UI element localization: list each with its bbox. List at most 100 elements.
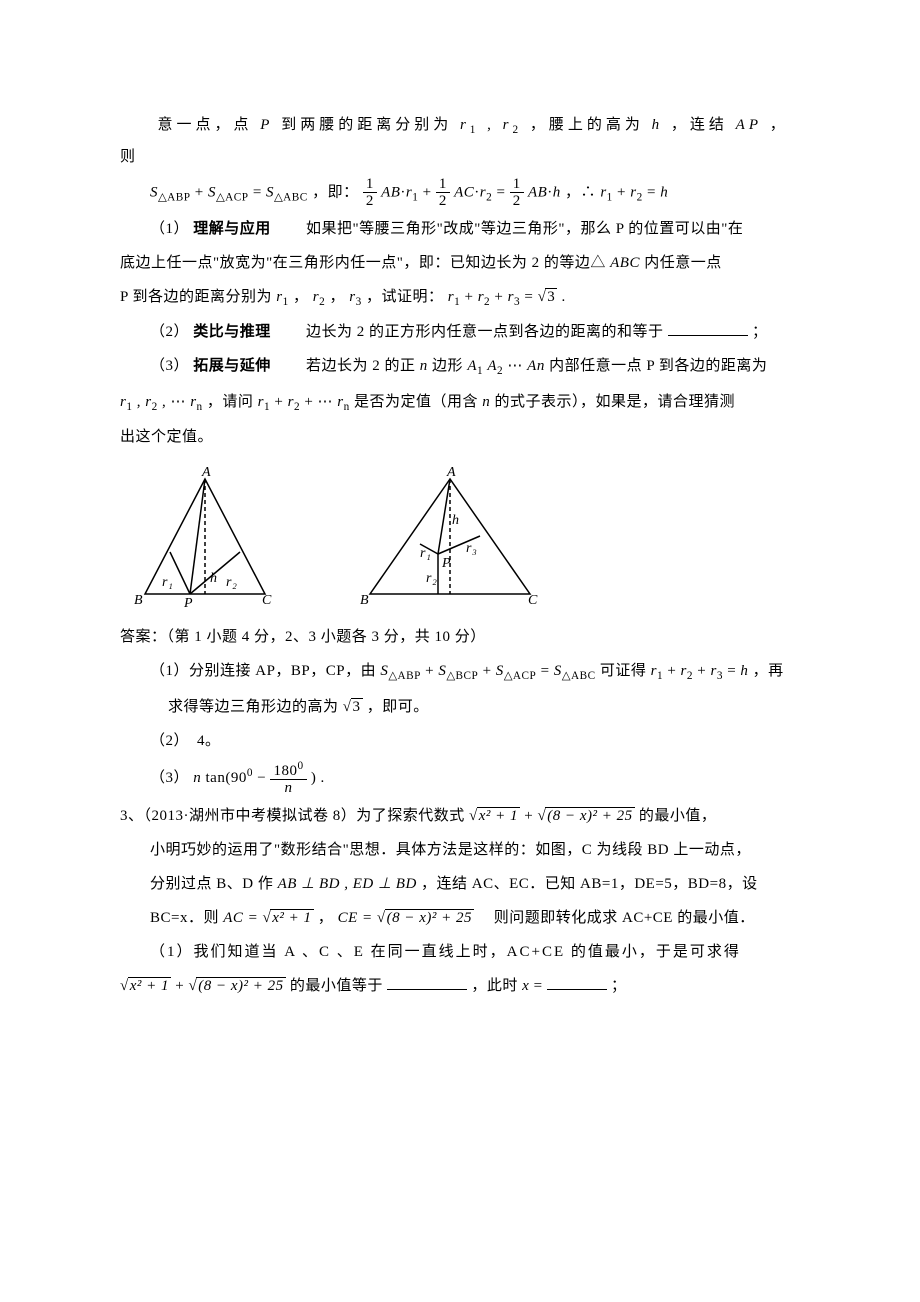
n: n <box>482 394 490 410</box>
eq: = <box>541 663 554 679</box>
text: 内任意一点 <box>644 255 722 271</box>
problem-3-l4: BC=x．则 AC = x² + 1 ， CE = (8 − x)² + 25 … <box>120 903 800 933</box>
h: h <box>740 663 748 679</box>
text: ，再 <box>753 663 784 679</box>
paragraph-intro: 意一点，点 P 到两腰的距离分别为 r1 , r2 ，腰上的高为 h ，连结 A… <box>120 110 800 172</box>
triangle-isosceles-diagram: A B C P r₁ h r₂ <box>120 464 290 614</box>
sub: 2 <box>486 191 492 203</box>
label: （2） <box>150 324 189 340</box>
text: ，试证明： <box>366 289 444 305</box>
text: 到两腰的距离分别为 <box>281 117 460 133</box>
label-B: B <box>360 593 369 608</box>
paragraph-q2: （2） 类比与推理 边长为 2 的正方形内任意一点到各边的距离的和等于 ； <box>120 317 800 347</box>
var-r2: r <box>503 117 513 133</box>
sub: △ABP <box>388 670 421 682</box>
sqrt3-icon: 3 <box>343 692 363 722</box>
text: 若边长为 2 的正 <box>275 358 420 374</box>
text: 出这个定值。 <box>120 429 213 445</box>
sqrt-icon: x² + 1 <box>469 801 520 831</box>
plus: + <box>423 184 436 200</box>
text: 边形 <box>432 358 467 374</box>
plus: + <box>274 394 287 410</box>
text: ，此时 <box>471 978 522 994</box>
plus: + <box>617 184 630 200</box>
perp: AB ⊥ BD , ED ⊥ BD <box>278 876 417 892</box>
text: 内部任意一点 P 到各边的距离为 <box>549 358 767 374</box>
eq: = <box>727 663 740 679</box>
S: S <box>266 184 274 200</box>
label-C: C <box>262 593 272 608</box>
sub: 1 <box>264 401 270 413</box>
ABC: ABC <box>610 255 640 271</box>
text: ) . <box>311 769 325 785</box>
An: An <box>527 358 545 374</box>
sub: 1 <box>454 296 460 308</box>
document-page: 意一点，点 P 到两腰的距离分别为 r1 , r2 ，腰上的高为 h ，连结 A… <box>0 0 920 1302</box>
triangle-equilateral-diagram: A B C P h r₁ r₂ r₃ <box>350 464 550 614</box>
sub: △ABP <box>158 191 191 203</box>
text: ，连结 <box>671 117 736 133</box>
text: ，腰上的高为 <box>530 117 652 133</box>
plus: + <box>425 663 438 679</box>
n: n <box>420 358 428 374</box>
sub: n <box>197 401 203 413</box>
sub: 1 <box>470 124 480 136</box>
var-r1: r <box>460 117 470 133</box>
answer-header: 答案：（第 1 小题 4 分，2、3 小题各 3 分，共 10 分） <box>120 622 800 652</box>
label-r2: r₂ <box>426 571 437 586</box>
answer-1: （1）分别连接 AP，BP，CP，由 S△ABP + S△BCP + S△ACP… <box>120 656 800 688</box>
sqrt-icon: (8 − x)² + 25 <box>188 971 285 1001</box>
frac-half: 12 <box>363 176 377 210</box>
plus: + <box>464 289 477 305</box>
label-C: C <box>528 593 538 608</box>
sub: 3 <box>514 296 520 308</box>
x: x <box>522 978 529 994</box>
plus: + <box>697 663 710 679</box>
paragraph-q1: （1） 理解与应用 如果把"等腰三角形"改成"等边三角形"，那么 P 的位置可以… <box>120 214 800 244</box>
text: ，连结 AC、EC．已知 AB=1，DE=5，BD=8，设 <box>421 876 758 892</box>
sub: △BCP <box>446 670 478 682</box>
answer-3: （3） n tan(900 − 1800 n ) . <box>120 760 800 797</box>
text: ，即： <box>312 184 359 200</box>
text: 是否为定值（用含 <box>354 394 482 410</box>
heading: 拓展与延伸 <box>193 358 271 374</box>
text: , <box>137 394 146 410</box>
text: 则问题即转化成求 AC+CE 的最小值． <box>478 910 754 926</box>
label-r1: r₁ <box>420 546 431 561</box>
paragraph-q3c: 出这个定值。 <box>120 422 800 452</box>
n: n <box>193 769 201 785</box>
var-AP: AP <box>736 117 762 133</box>
plus: + <box>483 663 496 679</box>
frac-half: 12 <box>436 176 450 210</box>
minus: − <box>257 769 270 785</box>
text: 3、（2013·湖州市中考模拟试卷 8）为了探索代数式 <box>120 808 469 824</box>
heading: 类比与推理 <box>193 324 271 340</box>
plus: + <box>494 289 507 305</box>
label-B: B <box>134 593 143 608</box>
sqrt3-icon: 3 <box>538 282 558 312</box>
sub: △ABC <box>274 191 308 203</box>
paragraph-q3b: r1 , r2 , ⋯ rn ，请问 r1 + r2 + ⋯ rn 是否为定值（… <box>120 387 800 419</box>
text: 底边上任一点"放宽为"在三角形内任一点"，即：已知边长为 2 的等边△ <box>120 255 606 271</box>
sub: n <box>344 401 350 413</box>
A2: A <box>487 358 497 374</box>
label-A: A <box>201 465 211 480</box>
label-r2: r₂ <box>226 575 237 590</box>
text: . <box>562 289 566 305</box>
S: S <box>150 184 158 200</box>
text: 分别过点 B、D 作 <box>150 876 278 892</box>
problem-3-l5: （1）我们知道当 A 、C 、E 在同一直线上时，AC+CE 的值最小，于是可求… <box>120 937 800 967</box>
label: （3） <box>150 769 189 785</box>
label-P: P <box>183 596 193 611</box>
paragraph-q1c: P 到各边的距离分别为 r1 ， r2 ， r3 ，试证明： r1 + r2 +… <box>120 282 800 314</box>
heading: 理解与应用 <box>193 221 271 237</box>
eq: = <box>647 184 660 200</box>
therefore: ，∴ <box>565 184 600 200</box>
frac-180-n: 1800 n <box>270 760 306 797</box>
text: 求得等边三角形边的高为 <box>168 699 343 715</box>
var-P: P <box>260 117 273 133</box>
sup: 0 <box>247 766 253 778</box>
answer-1b: 求得等边三角形边的高为 3 ，即可。 <box>120 692 800 722</box>
text: ， <box>330 289 346 305</box>
sub: △ABC <box>562 670 596 682</box>
